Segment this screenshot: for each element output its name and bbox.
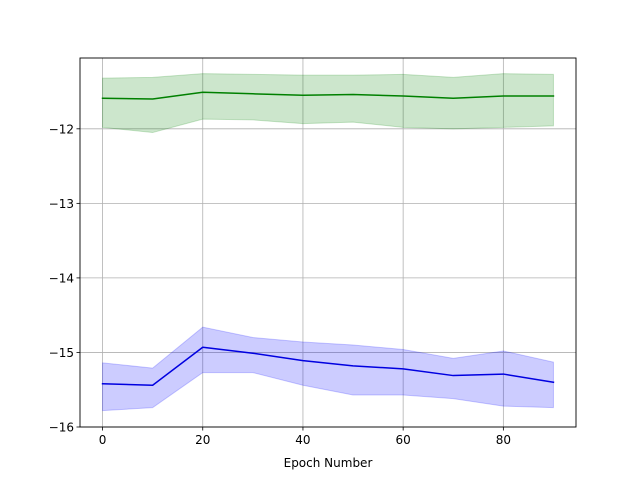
- y-tick-label: −15: [49, 346, 74, 360]
- y-tick-label: −16: [49, 421, 74, 435]
- x-tick-label: 20: [195, 433, 210, 447]
- x-tick-label: 40: [295, 433, 310, 447]
- x-tick-label: 60: [396, 433, 411, 447]
- x-axis-label: Epoch Number: [284, 456, 373, 470]
- axis-ticks: 0 20 40 60 80 −16 −15 −14 −13 −12: [49, 122, 511, 447]
- x-tick-label: 0: [99, 433, 107, 447]
- y-tick-label: −13: [49, 197, 74, 211]
- series-1-band: [102, 73, 554, 134]
- y-tick-label: −12: [49, 122, 74, 136]
- y-tick-label: −14: [49, 271, 74, 285]
- series-lines: [101, 91, 555, 386]
- x-tick-label: 80: [496, 433, 511, 447]
- plot-frame: [79, 57, 577, 428]
- series-2-line: [101, 346, 555, 386]
- series-1-line: [101, 91, 555, 100]
